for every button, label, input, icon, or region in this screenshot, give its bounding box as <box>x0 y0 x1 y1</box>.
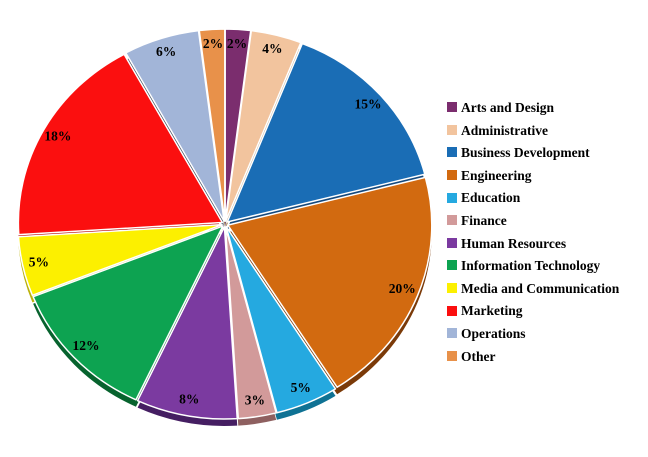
pie-slice-other[interactable] <box>198 28 226 222</box>
legend-swatch-icon <box>447 147 457 158</box>
pie-slice-media-and-communication[interactable] <box>17 223 223 297</box>
legend-item-information-technology[interactable]: Information Technology <box>447 254 619 277</box>
legend-swatch-icon <box>447 170 457 181</box>
pie-slice-finance[interactable] <box>224 226 277 420</box>
legend-swatch-icon <box>447 124 457 135</box>
slice-percent-label: 8% <box>179 392 199 407</box>
legend-item-human-resources[interactable]: Human Resources <box>447 232 619 255</box>
legend-label: Other <box>461 348 496 364</box>
legend-item-engineering[interactable]: Engineering <box>447 164 619 187</box>
legend-item-administrative[interactable]: Administrative <box>447 119 619 142</box>
legend-label: Administrative <box>461 122 548 138</box>
slice-percent-label: 6% <box>156 44 176 59</box>
legend-item-finance[interactable]: Finance <box>447 209 619 232</box>
legend-label: Arts and Design <box>461 100 555 116</box>
pie-slice-education[interactable] <box>225 226 337 414</box>
slice-percent-label: 12% <box>73 338 100 353</box>
slice-percent-label: 3% <box>245 393 265 408</box>
legend-swatch-icon <box>447 237 457 248</box>
slice-percent-label: 2% <box>203 36 223 51</box>
pie-slice-marketing[interactable] <box>17 53 224 236</box>
legend-item-media-and-communication[interactable]: Media and Communication <box>447 277 619 300</box>
legend-item-marketing[interactable]: Marketing <box>447 299 619 322</box>
legend-swatch-icon <box>447 192 457 203</box>
legend-swatch-icon <box>447 328 457 339</box>
legend-label: Engineering <box>461 167 532 183</box>
legend-swatch-icon <box>447 215 457 226</box>
pie-slice-engineering[interactable] <box>227 176 433 388</box>
legend-label: Education <box>461 190 521 206</box>
legend: Arts and Design Administrative Business … <box>447 96 619 367</box>
legend-item-operations[interactable]: Operations <box>447 322 619 345</box>
legend-swatch-icon <box>447 283 457 294</box>
pie-slice-business-development[interactable] <box>226 42 426 223</box>
slice-percent-label: 5% <box>291 380 311 395</box>
legend-swatch-icon <box>447 102 457 113</box>
legend-item-business-development[interactable]: Business Development <box>447 141 619 164</box>
pie-slice-information-technology[interactable] <box>32 225 224 401</box>
legend-label: Business Development <box>461 145 590 161</box>
legend-item-arts-and-design[interactable]: Arts and Design <box>447 96 619 119</box>
legend-swatch-icon <box>447 305 457 316</box>
legend-item-other[interactable]: Other <box>447 345 619 368</box>
legend-item-education[interactable]: Education <box>447 186 619 209</box>
pie-slice-human-resources[interactable] <box>136 226 238 420</box>
legend-label: Human Resources <box>461 235 567 251</box>
slice-percent-label: 4% <box>262 41 282 56</box>
legend-label: Information Technology <box>461 258 601 274</box>
legend-swatch-icon <box>447 260 457 271</box>
legend-label: Marketing <box>461 303 523 319</box>
legend-label: Finance <box>461 213 507 229</box>
legend-swatch-icon <box>447 350 457 361</box>
slice-percent-label: 18% <box>44 129 71 144</box>
pie-slice-operations[interactable] <box>125 29 225 222</box>
pie-slice-administrative[interactable] <box>224 29 302 222</box>
slice-percent-label: 20% <box>389 281 416 296</box>
legend-label: Media and Communication <box>461 280 620 296</box>
legend-label: Operations <box>461 325 526 341</box>
slice-percent-label: 2% <box>227 36 247 51</box>
slice-percent-label: 5% <box>29 254 49 269</box>
slice-percent-label: 15% <box>355 96 382 111</box>
